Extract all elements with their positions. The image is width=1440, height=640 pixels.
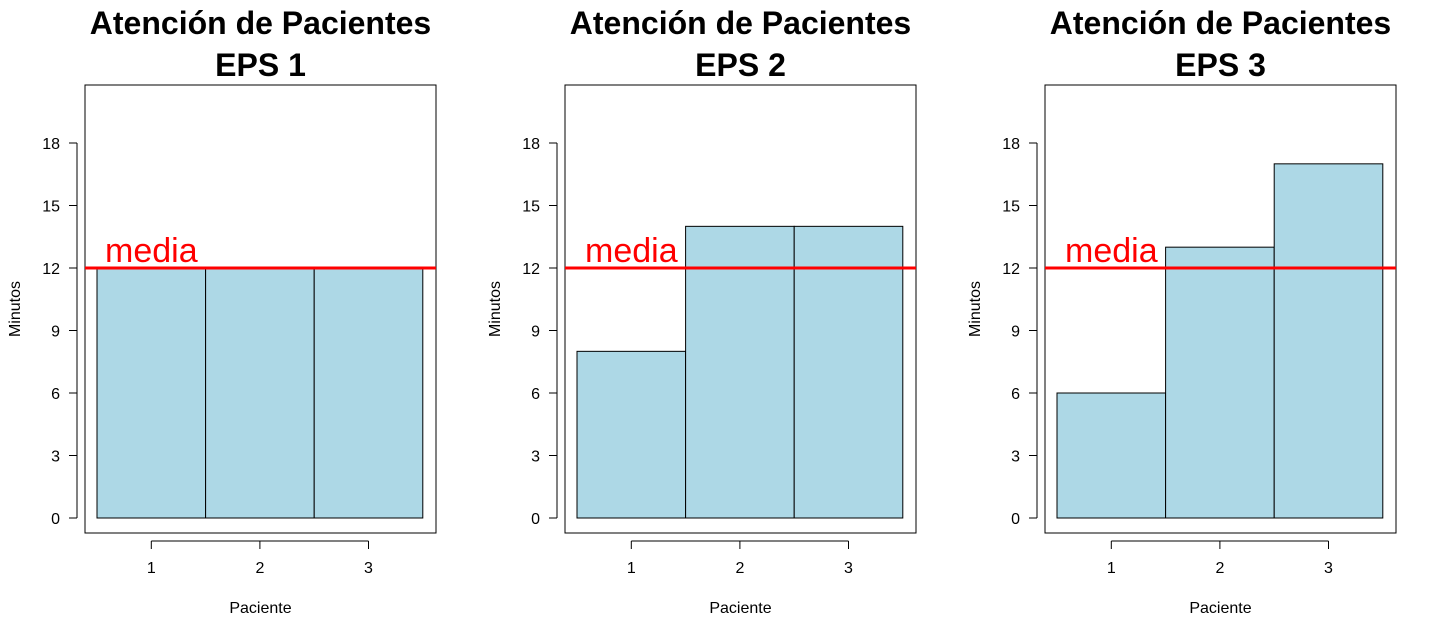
x-tick-label: 2 (735, 560, 744, 577)
bar-paciente-1 (576, 350, 687, 519)
y-tick-label: 3 (51, 449, 60, 466)
y-tick-label: 0 (51, 511, 60, 528)
y-tick-label: 12 (1002, 261, 1020, 278)
bar-paciente-1 (1056, 392, 1167, 519)
mean-label: media (585, 232, 678, 270)
chart-subtitle: EPS 1 (215, 47, 306, 83)
bar-paciente-3 (793, 225, 904, 519)
y-tick-label: 9 (531, 324, 540, 341)
y-axis-label: Minutos (967, 281, 984, 337)
x-tick-label: 3 (844, 560, 853, 577)
chart-title: Atención de Pacientes (90, 5, 431, 41)
bar-paciente-2 (205, 267, 315, 519)
y-tick-label: 3 (1011, 449, 1020, 466)
y-tick-label: 18 (522, 136, 540, 153)
bar-paciente-2 (685, 225, 795, 519)
x-axis-label: Paciente (229, 600, 291, 617)
y-tick-label: 9 (51, 324, 60, 341)
plot-frame (1044, 84, 1397, 534)
x-tick-label: 3 (364, 560, 373, 577)
x-tick-label: 1 (1107, 560, 1116, 577)
y-tick-label: 15 (522, 199, 540, 216)
y-tick-label: 0 (531, 511, 540, 528)
chart-title: Atención de Pacientes (570, 5, 911, 41)
chart-title: Atención de Pacientes (1050, 5, 1391, 41)
y-tick-label: 3 (531, 449, 540, 466)
x-tick-label: 1 (627, 560, 636, 577)
y-tick-label: 15 (1002, 199, 1020, 216)
y-tick-label: 0 (1011, 511, 1020, 528)
x-axis-label: Paciente (1189, 600, 1251, 617)
x-tick-label: 1 (147, 560, 156, 577)
y-tick-label: 18 (1002, 136, 1020, 153)
bar-paciente-3 (1273, 163, 1384, 519)
chart-subtitle: EPS 3 (1175, 47, 1266, 83)
x-axis-label: Paciente (709, 600, 771, 617)
y-tick-label: 9 (1011, 324, 1020, 341)
plot-frame (564, 84, 917, 534)
bar-paciente-1 (96, 267, 207, 519)
x-tick-label: 3 (1324, 560, 1333, 577)
mean-label: media (1065, 232, 1158, 270)
y-tick-label: 6 (531, 386, 540, 403)
y-tick-label: 15 (42, 199, 60, 216)
y-axis-label: Minutos (487, 281, 504, 337)
plot-frame (84, 84, 437, 534)
y-axis-label: Minutos (7, 281, 24, 337)
x-tick-label: 2 (1215, 560, 1224, 577)
y-tick-label: 6 (1011, 386, 1020, 403)
y-tick-label: 6 (51, 386, 60, 403)
mean-label: media (105, 232, 198, 270)
y-tick-label: 18 (42, 136, 60, 153)
bar-paciente-3 (313, 267, 424, 519)
y-tick-label: 12 (522, 261, 540, 278)
bar-paciente-2 (1165, 246, 1275, 519)
y-tick-label: 12 (42, 261, 60, 278)
chart-subtitle: EPS 2 (695, 47, 786, 83)
x-tick-label: 2 (255, 560, 264, 577)
